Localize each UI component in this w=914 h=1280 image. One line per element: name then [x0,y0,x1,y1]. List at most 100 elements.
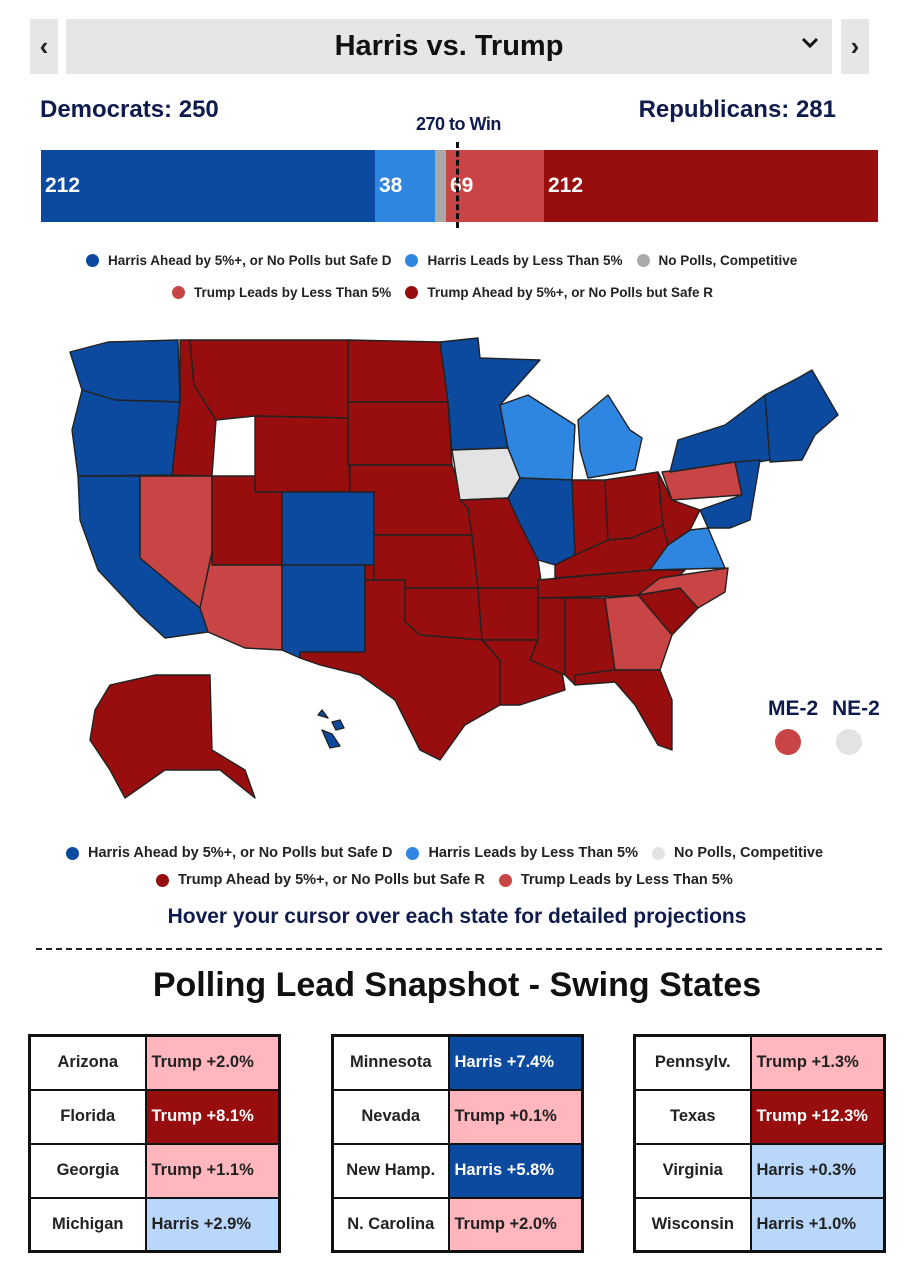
swing-state-name: Nevada [331,1088,450,1145]
legend-item: Harris Ahead by 5%+, or No Polls but Saf… [66,845,392,861]
swing-state-lead: Trump +0.1% [447,1088,584,1145]
state-wyoming[interactable] [254,415,351,493]
state-texas[interactable] [299,579,501,761]
table-row: New Hamp. Harris +5.8% [331,1142,584,1199]
legend-item: Trump Leads by Less Than 5% [172,285,391,300]
swing-state-lead: Harris +1.0% [749,1196,886,1253]
table-row: Nevada Trump +0.1% [331,1088,584,1145]
legend-bottom-row-2: Trump Ahead by 5%+, or No Polls but Safe… [156,872,747,888]
legend-item: Trump Ahead by 5%+, or No Polls but Safe… [405,285,713,300]
race-selector-title: Harris vs. Trump [334,30,564,62]
table-row: Florida Trump +8.1% [28,1088,281,1145]
win-threshold-line [456,142,459,228]
electoral-vote-bar: 212 38 69 212 [41,150,878,222]
district-label-me2: ME-2 [768,697,819,720]
swing-state-lead: Trump +8.1% [144,1088,281,1145]
state-south-dakota[interactable] [347,401,453,466]
legend-top-row-2: Trump Leads by Less Than 5% Trump Ahead b… [172,285,727,300]
legend-label: Trump Leads by Less Than 5% [520,872,733,888]
legend-label: Harris Ahead by 5%+, or No Polls but Saf… [88,845,393,861]
swing-state-lead: Trump +2.0% [447,1196,584,1253]
swing-state-lead: Trump +1.3% [749,1034,886,1091]
previous-button[interactable]: ‹ [30,19,58,74]
swing-state-lead: Harris +5.8% [447,1142,584,1199]
state-arizona[interactable] [199,551,283,651]
table-row: Michigan Harris +2.9% [28,1196,281,1253]
state-hawaii[interactable] [317,709,345,749]
swing-state-name: Pennsylv. [633,1034,752,1091]
swing-state-lead: Harris +7.4% [447,1034,584,1091]
district-dot-me2[interactable] [775,729,801,755]
swing-state-lead: Trump +1.1% [144,1142,281,1199]
swing-table-1: Arizona Trump +2.0% Florida Trump +8.1% Geor… [28,1034,281,1253]
section-divider [36,948,882,950]
district-dot-ne2[interactable] [836,729,862,755]
to-win-label: 270 to Win [416,114,501,134]
swing-state-name: Florida [28,1088,147,1145]
legend-label: No Polls, Competitive [658,253,798,268]
swing-state-name: Texas [633,1088,752,1145]
state-michigan[interactable] [577,394,643,479]
legend-dot-icon [406,846,420,860]
table-row: Pennsylv. Trump +1.3% [633,1034,886,1091]
legend-label: Trump Ahead by 5%+, or No Polls but Safe… [178,872,485,888]
state-arkansas[interactable] [477,587,543,641]
legend-label: No Polls, Competitive [673,845,824,861]
legend-dot-icon [651,846,665,860]
swing-state-name: Wisconsin [633,1196,752,1253]
state-oregon[interactable] [71,389,181,477]
state-mississippi[interactable] [529,597,566,676]
republicans-total: Republicans: 281 [638,96,836,123]
swing-state-name: Michigan [28,1196,147,1253]
district-label-ne2: NE-2 [832,697,880,720]
race-selector-dropdown[interactable]: Harris vs. Trump [66,19,832,74]
state-virginia[interactable] [649,527,726,571]
swing-state-lead: Harris +2.9% [144,1196,281,1253]
us-electoral-map[interactable] [60,330,860,810]
legend-dot-icon [405,286,419,299]
table-row: Wisconsin Harris +1.0% [633,1196,886,1253]
legend-item: No Polls, Competitive [651,845,824,861]
table-row: Texas Trump +12.3% [633,1088,886,1145]
hover-instruction: Hover your cursor over each state for de… [167,905,747,928]
snapshot-title: Polling Lead Snapshot - Swing States [152,966,762,1004]
swing-table-2: Minnesota Harris +7.4% Nevada Trump +0.1% Ne… [331,1034,584,1253]
state-mid-atlantic[interactable] [699,459,761,529]
state-north-carolina[interactable] [637,567,729,609]
state-new-england[interactable] [764,369,839,463]
table-row: Minnesota Harris +7.4% [331,1034,584,1091]
legend-label: Harris Ahead by 5%+, or No Polls but Saf… [108,253,392,268]
table-row: Georgia Trump +1.1% [28,1142,281,1199]
legend-bottom-row-1: Harris Ahead by 5%+, or No Polls but Saf… [66,845,837,861]
table-row: Virginia Harris +0.3% [633,1142,886,1199]
state-new-mexico[interactable] [281,564,366,659]
chevron-down-icon [800,33,820,59]
bar-segment-3: 69 [446,150,544,222]
legend-label: Harris Leads by Less Than 5% [428,845,638,861]
swing-state-name: N. Carolina [331,1196,450,1253]
table-row: Arizona Trump +2.0% [28,1034,281,1091]
legend-item: No Polls, Competitive [636,253,798,268]
swing-state-name: New Hamp. [331,1142,450,1199]
state-alaska[interactable] [89,674,256,799]
state-montana[interactable] [189,339,349,421]
legend-item: Harris Ahead by 5%+, or No Polls but Saf… [86,253,391,268]
legend-item: Trump Leads by Less Than 5% [498,872,733,888]
swing-table-3: Pennsylv. Trump +1.3% Texas Trump +12.3% Vir… [633,1034,886,1253]
legend-item: Harris Leads by Less Than 5% [405,253,623,268]
state-north-dakota[interactable] [347,339,449,403]
state-colorado[interactable] [281,491,375,566]
swing-state-lead: Harris +0.3% [749,1142,886,1199]
legend-dot-icon [86,254,99,267]
swing-state-name: Virginia [633,1142,752,1199]
swing-state-name: Georgia [28,1142,147,1199]
legend-dot-icon [636,254,650,267]
state-iowa[interactable] [451,447,521,501]
table-row: N. Carolina Trump +2.0% [331,1196,584,1253]
legend-label: Harris Leads by Less Than 5% [427,253,623,268]
next-button[interactable]: › [841,19,869,74]
legend-top-row-1: Harris Ahead by 5%+, or No Polls but Saf… [86,253,811,268]
swing-state-name: Minnesota [331,1034,450,1091]
legend-dot-icon [156,873,169,887]
state-florida[interactable] [574,669,673,751]
